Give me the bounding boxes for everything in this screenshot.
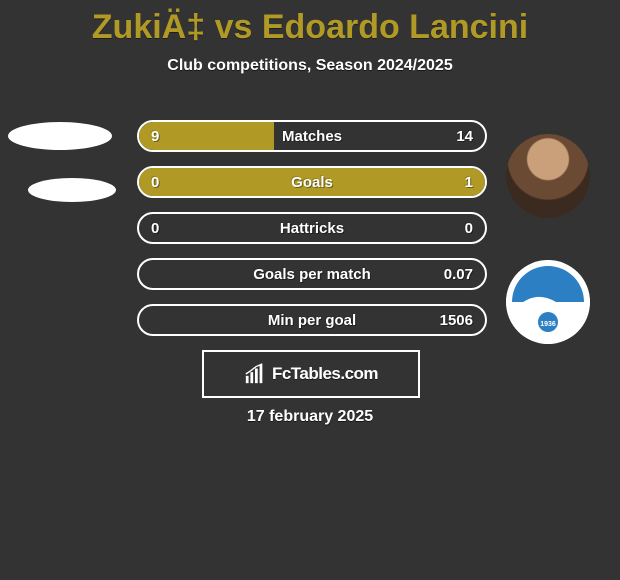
page-title: ZukiÄ‡ vs Edoardo Lancini xyxy=(0,0,620,47)
date-label: 17 february 2025 xyxy=(0,408,620,426)
pescara-badge-icon: 1936 xyxy=(506,260,590,344)
player-left-placeholder-1 xyxy=(8,122,112,150)
stat-label: Goals per match xyxy=(139,260,485,288)
stat-label: Min per goal xyxy=(139,306,485,334)
subtitle: Club competitions, Season 2024/2025 xyxy=(0,57,620,75)
stat-value-right: 0 xyxy=(465,214,473,242)
stat-row: 0Hattricks0 xyxy=(137,212,487,244)
brand-label: FcTables.com xyxy=(272,364,378,384)
stat-value-right: 0.07 xyxy=(444,260,473,288)
stat-row: 9Matches14 xyxy=(137,120,487,152)
stats-list: 9Matches140Goals10Hattricks0Goals per ma… xyxy=(137,120,487,350)
stat-label: Goals xyxy=(139,168,485,196)
stat-row: Min per goal1506 xyxy=(137,304,487,336)
svg-text:1936: 1936 xyxy=(540,321,556,328)
stat-row: Goals per match0.07 xyxy=(137,258,487,290)
stat-label: Matches xyxy=(139,122,485,150)
stat-value-right: 14 xyxy=(456,122,473,150)
stat-row: 0Goals1 xyxy=(137,166,487,198)
stat-label: Hattricks xyxy=(139,214,485,242)
brand-box: FcTables.com xyxy=(202,350,420,398)
bar-chart-icon xyxy=(244,363,266,385)
player-left-placeholder-2 xyxy=(28,178,116,202)
stat-value-right: 1506 xyxy=(440,306,473,334)
club-right-badge: 1936 xyxy=(506,260,590,344)
stat-value-right: 1 xyxy=(465,168,473,196)
player-right-avatar xyxy=(506,134,590,218)
